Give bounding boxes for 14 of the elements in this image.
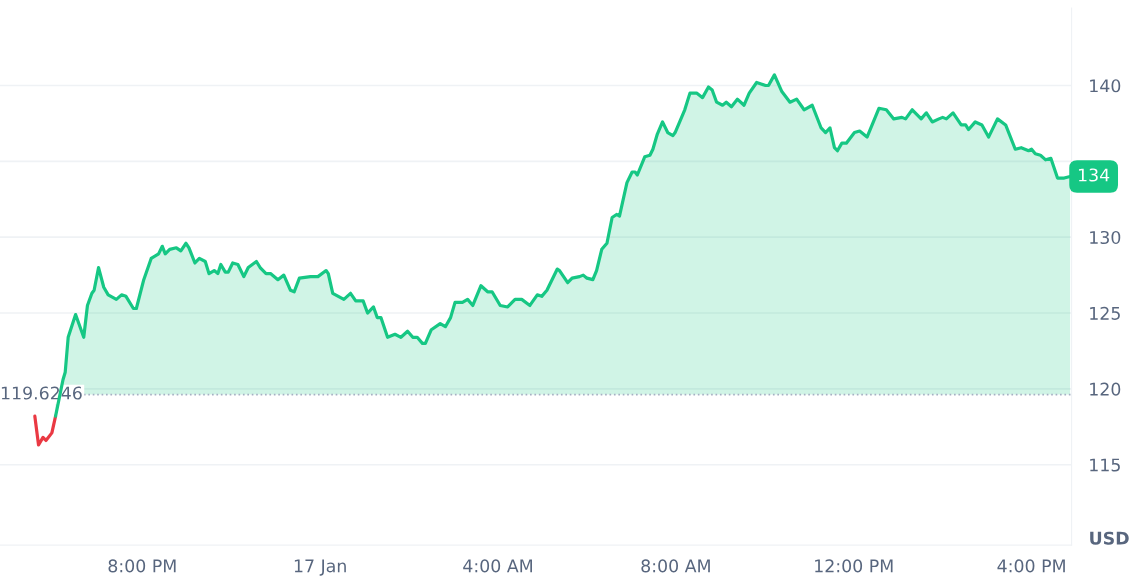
x-tick-label: 8:00 PM <box>108 559 176 573</box>
annotation: 134 <box>1078 168 1110 182</box>
y-tick-label: 140 <box>1090 79 1121 93</box>
y-tick-label: 125 <box>1090 306 1120 320</box>
x-tick-label: 12:00 PM <box>815 559 893 573</box>
x-tick-label: 4:00 AM <box>463 559 532 573</box>
y-axis-title: USD <box>1090 531 1129 545</box>
line-series <box>33 414 58 447</box>
y-tick-label: 115 <box>1090 458 1120 472</box>
y-tick-label: 120 <box>1090 382 1121 396</box>
x-tick-label: 4:00 PM <box>997 559 1065 573</box>
x-tick-label: 17 Jan <box>294 559 346 576</box>
x-tick-label: 8:00 AM <box>641 559 710 573</box>
y-tick-label: 130 <box>1090 230 1121 245</box>
